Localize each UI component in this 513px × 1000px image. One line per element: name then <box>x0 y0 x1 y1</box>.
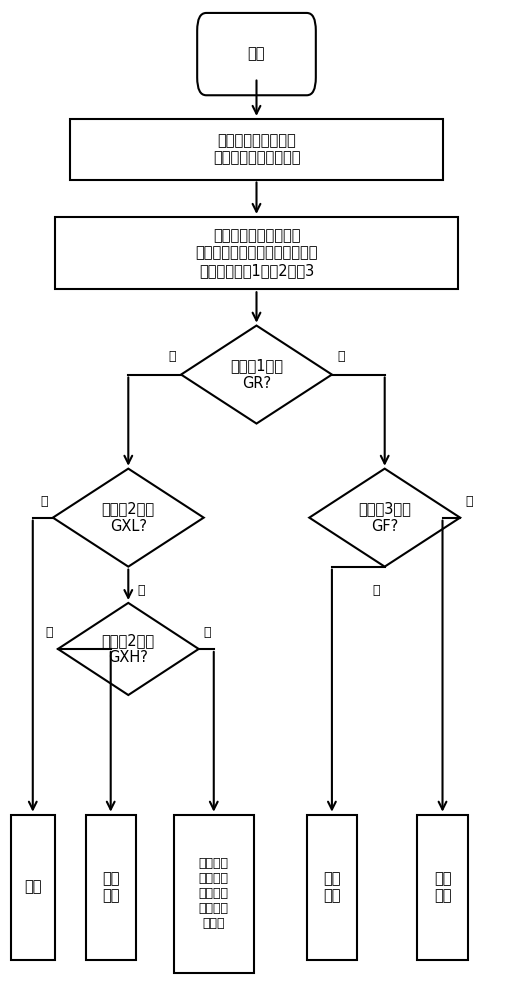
Text: 根据变压器参数正常値
计算辨识値对于正常値的偏差，
并计算特征量1、、2、、3: 根据变压器参数正常値 计算辨识値对于正常値的偏差， 并计算特征量1、、2、、3 <box>195 228 318 278</box>
Polygon shape <box>309 469 460 567</box>
Text: 特征量3大于
GF?: 特征量3大于 GF? <box>358 501 411 534</box>
Text: 是: 是 <box>137 584 145 597</box>
Text: 是: 是 <box>45 626 53 639</box>
Text: 特征量2大于
GXH?: 特征量2大于 GXH? <box>102 633 155 665</box>
Text: 是: 是 <box>337 350 344 363</box>
Text: 否: 否 <box>204 626 211 639</box>
Text: 是: 是 <box>372 584 380 597</box>
Polygon shape <box>58 603 199 695</box>
Text: 绕组
变形: 绕组 变形 <box>102 871 120 903</box>
Bar <box>418 815 468 960</box>
Bar <box>70 119 443 180</box>
Text: 否: 否 <box>465 495 472 508</box>
Text: 轻微故障
（铁芯轻
微故障、
绕组轻微
变形）: 轻微故障 （铁芯轻 微故障、 绕组轻微 变形） <box>199 857 229 930</box>
Text: 否: 否 <box>41 495 48 508</box>
Text: 开始: 开始 <box>248 47 265 62</box>
Bar <box>11 815 55 960</box>
Bar <box>55 217 458 289</box>
Polygon shape <box>181 326 332 424</box>
Text: 否: 否 <box>169 350 176 363</box>
Text: 开始参数辨识，得到
适应度、各参数辨识値: 开始参数辨识，得到 适应度、各参数辨识値 <box>213 133 300 165</box>
Bar <box>86 815 136 960</box>
Text: 匹间
短路: 匹间 短路 <box>323 871 341 903</box>
Text: 铁芯
故障: 铁芯 故障 <box>434 871 451 903</box>
Bar <box>307 815 357 960</box>
Polygon shape <box>53 469 204 567</box>
Text: 正常: 正常 <box>24 880 42 895</box>
FancyBboxPatch shape <box>197 13 316 95</box>
Bar <box>173 815 254 973</box>
Text: 特征量2大于
GXL?: 特征量2大于 GXL? <box>102 501 155 534</box>
Text: 特征量1大于
GR?: 特征量1大于 GR? <box>230 358 283 391</box>
